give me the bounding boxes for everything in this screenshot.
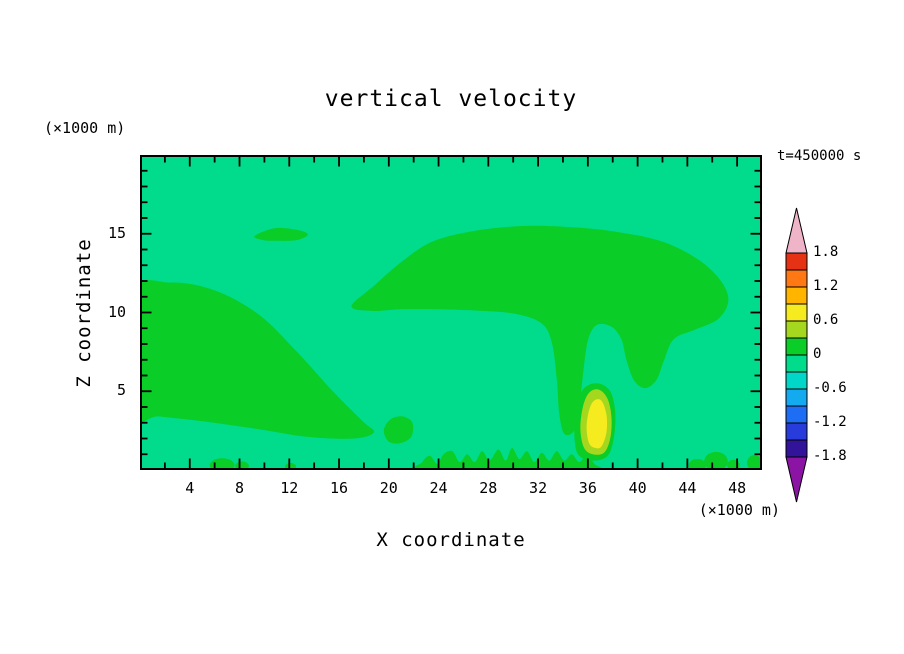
x-tick-label: 40	[628, 479, 647, 497]
colorbar-label: 0.6	[813, 312, 839, 328]
colorbar-segment	[785, 337, 808, 356]
colorbar-label: 0	[813, 346, 822, 362]
colorbar-label: -1.8	[813, 448, 847, 464]
contour-region-surface-speck	[284, 462, 297, 469]
tick-marks	[141, 156, 761, 469]
colorbar-label: -0.6	[813, 380, 847, 396]
plot-frame	[140, 155, 762, 470]
x-axis-unit-label: (×1000 m)	[698, 501, 780, 519]
y-tick-label: 15	[107, 223, 126, 242]
colorbar-segment	[785, 286, 808, 305]
x-tick-label: 8	[235, 479, 245, 497]
contour-region-surface-cells	[409, 447, 606, 469]
colorbar-segment	[785, 354, 808, 373]
x-tick-label: 20	[379, 479, 398, 497]
time-label: t=450000 s	[777, 148, 862, 164]
contour-region-left-ascent-band	[141, 280, 375, 439]
colorbar-segment	[785, 371, 808, 390]
colorbar-segment	[785, 439, 808, 458]
colorbar-label: 1.2	[813, 278, 839, 294]
colorbar-segment	[785, 388, 808, 407]
x-tick-label: 48	[728, 479, 747, 497]
contour-region-surface-speck	[704, 451, 728, 469]
contour-region-updraft-core	[586, 399, 608, 449]
x-tick-label: 44	[678, 479, 697, 497]
contour-region-surface-speck	[688, 458, 707, 469]
y-tick-label: 10	[107, 302, 126, 321]
x-tick-label: 24	[429, 479, 448, 497]
contour-region-surface-speck	[747, 455, 761, 469]
x-tick-label: 16	[330, 479, 349, 497]
colorbar-over-arrow	[785, 207, 808, 254]
x-tick-label: 28	[479, 479, 498, 497]
colorbar-segment	[785, 252, 808, 271]
colorbar-segment	[785, 320, 808, 339]
colorbar-segment	[785, 422, 808, 441]
colorbar-under-arrow	[785, 456, 808, 503]
x-tick-label: 32	[529, 479, 548, 497]
x-tick-label: 36	[578, 479, 597, 497]
contour-region-surface-speck	[235, 461, 249, 469]
contour-plot	[140, 155, 762, 470]
x-axis-label: X coordinate	[376, 529, 526, 551]
y-axis-unit-label: (×1000 m)	[44, 119, 126, 137]
colorbar-segment	[785, 303, 808, 322]
contour-region-upper-left-sliver	[254, 227, 308, 241]
colorbar-segment	[785, 405, 808, 424]
colorbar-label: 1.8	[813, 244, 839, 260]
contour-region-upper-ascent-band	[351, 225, 729, 436]
plot-title: vertical velocity	[324, 86, 578, 112]
x-tick-label: 12	[280, 479, 299, 497]
contour-region-small-cell	[383, 416, 414, 444]
colorbar-segment	[785, 269, 808, 288]
y-tick-label: 5	[116, 381, 126, 400]
colorbar	[785, 207, 808, 503]
x-tick-label: 4	[185, 479, 195, 497]
contour-region-surface-speck	[209, 458, 235, 469]
colorbar-label: -1.2	[813, 414, 847, 430]
